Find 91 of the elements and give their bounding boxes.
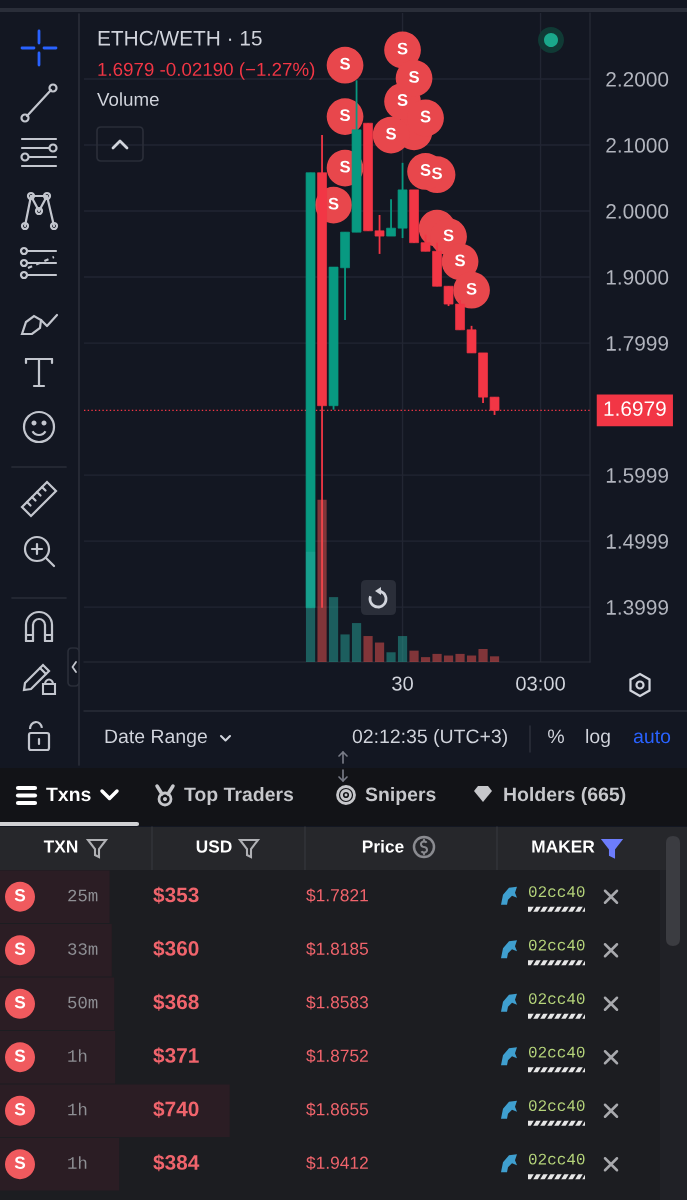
text: 02cc40 xyxy=(528,1153,585,1165)
text: Date Range xyxy=(105,729,207,748)
data-label: S xyxy=(466,282,477,295)
text: $1.9412 xyxy=(306,1155,368,1170)
annotation: S xyxy=(14,942,26,955)
bar xyxy=(386,652,396,662)
bar xyxy=(489,656,500,662)
text: 02cc40 xyxy=(528,1100,585,1112)
data-label: S xyxy=(397,42,408,55)
bar xyxy=(420,657,431,662)
bar xyxy=(432,653,442,662)
text: % xyxy=(548,729,564,744)
y-tick-label: 2.1000 xyxy=(606,138,669,153)
annotation: S xyxy=(14,1103,26,1116)
annotation: S xyxy=(14,1049,26,1062)
bar xyxy=(363,636,373,662)
bar xyxy=(443,655,454,662)
data-label: S xyxy=(420,164,431,176)
text: Top Traders xyxy=(184,786,294,806)
text: $1.8583 xyxy=(306,995,368,1010)
data-label: S xyxy=(408,71,419,83)
text: auto xyxy=(633,730,671,744)
data-label: S xyxy=(328,197,339,210)
bar xyxy=(455,653,465,662)
bar xyxy=(409,650,419,662)
text: 02:12:35 (UTC+3) xyxy=(352,728,507,748)
data-label: S xyxy=(385,127,396,140)
text: ETHC/WETH · 15 xyxy=(98,30,262,46)
text: $1.8185 xyxy=(306,941,369,956)
annotation: S xyxy=(14,1156,26,1169)
point xyxy=(453,271,490,309)
annotation: 50m xyxy=(68,996,98,1009)
bar xyxy=(478,649,488,662)
bar xyxy=(317,499,327,662)
bar xyxy=(328,597,339,662)
data-label: $353 xyxy=(153,886,199,904)
point xyxy=(326,46,364,84)
text: $1.8752 xyxy=(306,1048,368,1063)
ref-line-label: 1.6979 xyxy=(604,401,666,416)
data-label: $384 xyxy=(153,1154,200,1172)
text: Price xyxy=(362,839,404,853)
text: log xyxy=(586,728,610,748)
data-label: S xyxy=(454,254,465,267)
y-tick-label: 2.2000 xyxy=(606,72,669,87)
y-tick-label: 1.9000 xyxy=(606,270,669,285)
annotation: 1h xyxy=(68,1049,87,1062)
point xyxy=(326,98,364,135)
annotation: 25m xyxy=(68,889,98,902)
annotation: S xyxy=(14,889,26,902)
data-label: S xyxy=(431,167,442,180)
text: Holders (665) xyxy=(504,786,626,806)
text: 02cc40 xyxy=(528,939,585,951)
annotation: 33m xyxy=(68,943,98,955)
text: Txns xyxy=(46,787,91,802)
text: 02cc40 xyxy=(528,993,585,1005)
data-label: $368 xyxy=(153,993,199,1011)
text: $1.7821 xyxy=(306,888,368,903)
y-tick-label: 2.0000 xyxy=(606,204,669,219)
bar xyxy=(466,655,477,662)
data-label: $371 xyxy=(153,1047,199,1065)
text: 02cc40 xyxy=(528,1046,585,1058)
annotation: 1h xyxy=(68,1102,87,1116)
data-label: S xyxy=(339,109,350,122)
data-label: S xyxy=(339,160,350,173)
text: Snipers xyxy=(365,786,436,806)
data-label: $740 xyxy=(153,1100,199,1118)
text: $1.8655 xyxy=(306,1102,369,1117)
text: 1.6979 -0.02190 (−1.27%) xyxy=(98,62,315,80)
text: Volume xyxy=(97,92,159,107)
bar xyxy=(351,623,362,662)
data-label: S xyxy=(420,110,431,123)
text: 02cc40 xyxy=(528,886,585,898)
y-tick-label: 1.7999 xyxy=(606,336,669,351)
data-label: S xyxy=(443,229,454,242)
text: MAKER xyxy=(532,840,595,853)
x-tick-label: 30 xyxy=(392,676,413,691)
annotation: 1h xyxy=(68,1156,87,1169)
data-label: $360 xyxy=(153,940,199,958)
data-label: S xyxy=(339,57,350,70)
bar xyxy=(340,634,350,662)
annotation: S xyxy=(14,996,26,1009)
bar xyxy=(305,551,316,662)
data-label: S xyxy=(397,94,408,106)
y-tick-label: 1.4999 xyxy=(606,534,669,549)
x-tick-label: 03:00 xyxy=(516,676,565,691)
text: USD xyxy=(196,840,232,853)
bar xyxy=(374,642,385,662)
y-tick-label: 1.3999 xyxy=(606,600,669,615)
bar xyxy=(397,636,408,662)
y-tick-label: 1.5999 xyxy=(606,468,669,483)
text: TXN xyxy=(43,840,78,853)
